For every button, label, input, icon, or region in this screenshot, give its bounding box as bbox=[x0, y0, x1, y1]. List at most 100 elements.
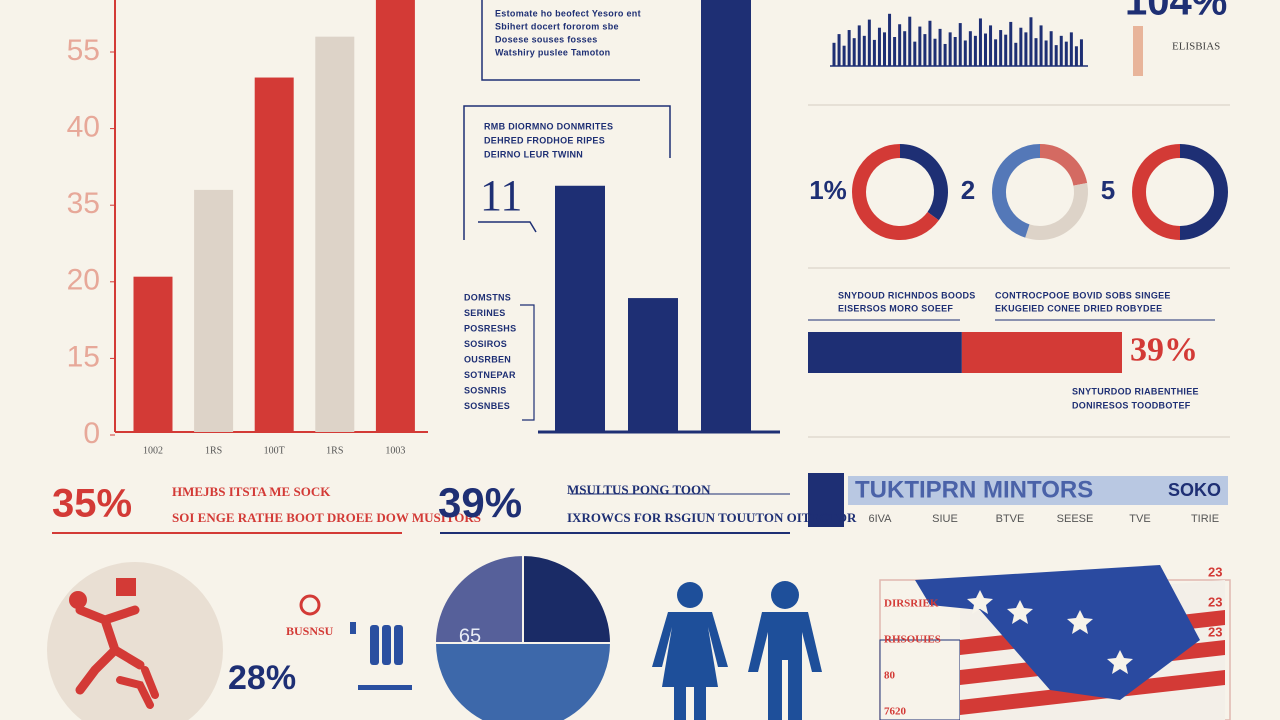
donut-segment bbox=[1132, 144, 1181, 240]
note-text: SNYTURDOD RIABENTHIEE bbox=[1072, 386, 1199, 396]
bar bbox=[832, 42, 836, 66]
bar bbox=[898, 24, 902, 67]
icon bbox=[771, 581, 799, 609]
flag-number: 23 bbox=[1208, 594, 1222, 609]
bar bbox=[1074, 46, 1078, 66]
donut-segment bbox=[852, 144, 939, 240]
x-tick-label: 1002 bbox=[143, 445, 163, 456]
list-item: SOSNBES bbox=[464, 401, 510, 411]
pie-slice bbox=[433, 553, 524, 644]
bar bbox=[989, 25, 993, 66]
people-icons bbox=[652, 581, 822, 720]
box-number: 11 bbox=[480, 171, 522, 220]
bar bbox=[315, 36, 355, 433]
frame bbox=[520, 304, 535, 421]
y-tick-label: 0 bbox=[83, 417, 100, 450]
bar bbox=[862, 35, 866, 66]
list-item: DOMSTNS bbox=[464, 292, 511, 302]
stat-text: HMEJBS ITSTA ME SOCK bbox=[172, 484, 331, 499]
flag-number: 23 bbox=[1208, 624, 1222, 639]
bar bbox=[958, 23, 962, 66]
decoration bbox=[1133, 26, 1143, 76]
frame bbox=[879, 639, 961, 720]
flag-illustration bbox=[879, 565, 1231, 720]
bar bbox=[1069, 32, 1073, 66]
donut-label: 2 bbox=[961, 175, 975, 205]
icon-label: BUSNSU bbox=[286, 624, 334, 638]
bar bbox=[923, 34, 927, 66]
bar bbox=[375, 0, 415, 433]
note-text: SNYDOUD RICHNDOS BOODS bbox=[838, 290, 976, 300]
stat-text: MSULTUS PONG TOON bbox=[567, 482, 711, 497]
bar bbox=[628, 298, 678, 432]
bar bbox=[938, 28, 942, 67]
icon bbox=[370, 625, 379, 665]
bar bbox=[194, 189, 234, 432]
bar bbox=[883, 32, 886, 66]
note-text: RMB DIORMNO DONMRITES bbox=[484, 121, 613, 131]
bar bbox=[963, 40, 967, 66]
bar bbox=[893, 37, 897, 66]
bar bbox=[857, 25, 861, 66]
bar bbox=[948, 32, 952, 66]
stat-text: SOI ENGE RATHE BOOT DROEE DOW MUSITORS bbox=[172, 510, 481, 525]
list-item: SERINES bbox=[464, 308, 506, 318]
donut-label: 1% bbox=[809, 175, 847, 205]
icon bbox=[382, 625, 391, 665]
bar bbox=[978, 18, 982, 66]
strip-title: TUKTIPRN MINTORS bbox=[855, 476, 1093, 503]
donut-segment bbox=[992, 144, 1041, 238]
icon bbox=[116, 578, 136, 596]
note-text: EKUGEIED CONEE DRIED ROBYDEE bbox=[995, 303, 1162, 313]
map-label: RHSOUIES bbox=[884, 634, 941, 646]
strip-label: SOKO bbox=[1168, 480, 1221, 500]
bar bbox=[968, 31, 972, 66]
bar bbox=[953, 37, 957, 66]
note-text: Watshiry puslee Tamoton bbox=[495, 47, 610, 57]
list-item: SOSIROS bbox=[464, 339, 507, 349]
map-label: DIRSRIEK bbox=[884, 598, 939, 610]
bar bbox=[1029, 17, 1033, 67]
stat-value: 28% bbox=[228, 659, 296, 697]
icon bbox=[75, 605, 145, 695]
y-tick-label: 35 bbox=[67, 187, 100, 220]
icon bbox=[350, 622, 356, 634]
bar bbox=[999, 30, 1003, 66]
bar bbox=[888, 13, 892, 67]
flag-stars bbox=[967, 590, 1133, 674]
stat-value: 35% bbox=[52, 482, 132, 526]
icon bbox=[69, 591, 87, 609]
donut-segment bbox=[1039, 144, 1088, 187]
bar bbox=[1039, 25, 1043, 66]
icon bbox=[116, 666, 159, 709]
figure-illustration bbox=[47, 562, 223, 720]
icon bbox=[394, 625, 403, 665]
bar bbox=[872, 39, 876, 66]
note-text: CONTROCPOOE BOVID SOBS SINGEE bbox=[995, 290, 1171, 300]
donut-segment bbox=[1025, 183, 1088, 240]
icon bbox=[677, 582, 703, 608]
strip-tick-label: SEESE bbox=[1057, 513, 1094, 525]
y-tick-label: 15 bbox=[67, 340, 100, 373]
icon bbox=[299, 594, 321, 616]
pie-label: 65 bbox=[459, 625, 481, 647]
frame bbox=[478, 221, 537, 233]
list-item: SOSNRIS bbox=[464, 385, 507, 395]
bar bbox=[903, 31, 907, 66]
x-tick-label: 1RS bbox=[326, 445, 343, 456]
y-tick-label: 40 bbox=[67, 111, 100, 144]
bar bbox=[928, 20, 932, 66]
bar bbox=[842, 45, 846, 66]
bar bbox=[1034, 38, 1038, 66]
y-tick-label: 55 bbox=[67, 34, 100, 67]
bar bbox=[933, 38, 937, 66]
bar bbox=[1049, 31, 1053, 66]
bar bbox=[1019, 27, 1023, 66]
x-tick-label: 1003 bbox=[385, 445, 405, 456]
bar bbox=[852, 38, 856, 66]
strip-tick-label: 6IVA bbox=[868, 513, 892, 525]
map-label: 7620 bbox=[884, 706, 907, 718]
donut-label: 5 bbox=[1101, 175, 1115, 205]
icon bbox=[358, 685, 412, 690]
note-text: DEIRNO LEUR TWINN bbox=[484, 149, 583, 159]
